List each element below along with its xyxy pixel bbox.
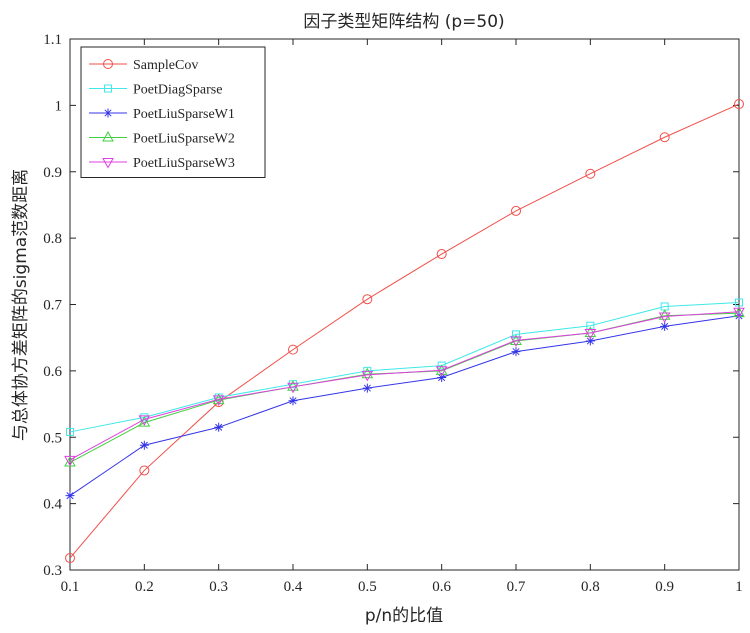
data-point xyxy=(660,321,670,331)
data-point xyxy=(585,168,596,179)
x-tick-label: 0.2 xyxy=(135,579,154,595)
x-tick-label: 0.4 xyxy=(284,579,303,595)
data-point xyxy=(212,395,225,406)
data-point xyxy=(65,553,75,564)
legend-label: SampleCov xyxy=(133,58,198,73)
chart-title: 因子类型矩阵结构 (p=50) xyxy=(303,12,504,32)
x-tick-label: 0.8 xyxy=(581,579,600,595)
x-tick-label: 0.3 xyxy=(209,579,228,595)
legend-swatch-marker xyxy=(102,158,114,169)
legend: SampleCov PoetDiagSparse PoetLiuSparseW1 Po… xyxy=(80,46,266,178)
x-tick-label: 0.9 xyxy=(655,579,674,595)
y-tick-label: 1.1 xyxy=(43,32,62,48)
data-point xyxy=(584,329,597,340)
legend-box xyxy=(80,46,266,178)
data-point xyxy=(287,380,299,391)
data-point xyxy=(138,415,151,426)
legend-swatch-marker xyxy=(104,84,112,93)
data-point xyxy=(362,383,372,393)
data-point xyxy=(288,344,298,355)
data-point xyxy=(511,347,521,357)
y-tick-label: 0.7 xyxy=(43,298,62,314)
data-point xyxy=(659,132,670,143)
data-point xyxy=(436,249,447,260)
y-tick-label: 1 xyxy=(55,98,63,114)
legend-swatch-marker xyxy=(103,59,113,69)
data-point xyxy=(138,416,151,427)
y-tick-label: 0.3 xyxy=(43,563,62,579)
data-point xyxy=(658,312,671,323)
x-tick-label: 0.1 xyxy=(61,579,80,595)
legend-item: PoetLiuSparseW2 xyxy=(89,130,235,147)
y-tick-label: 0.5 xyxy=(43,430,62,446)
data-point xyxy=(65,491,75,501)
y-tick-label: 0.4 xyxy=(43,497,62,513)
legend-item: PoetDiagSparse xyxy=(89,83,222,98)
legend-label: PoetLiuSparseW1 xyxy=(133,107,235,122)
data-point xyxy=(361,367,374,379)
data-point xyxy=(734,311,744,321)
legend-swatch-marker xyxy=(103,108,113,118)
x-axis: 0.1 0.2 0.3 0.4 0.5 0.6 0.7 0.8 0.9 1 xyxy=(61,39,743,595)
data-point xyxy=(66,427,74,436)
data-point xyxy=(139,465,150,476)
legend-item: PoetLiuSparseW3 xyxy=(89,156,235,171)
data-point xyxy=(287,382,299,394)
data-point xyxy=(511,205,521,216)
legend-swatch-marker xyxy=(102,130,114,142)
data-point xyxy=(437,373,447,383)
data-point xyxy=(437,361,446,370)
data-point xyxy=(435,366,448,377)
data-point xyxy=(362,294,373,305)
legend-label: PoetLiuSparseW3 xyxy=(133,156,235,171)
series-PoetDiagSparse xyxy=(66,298,743,436)
y-axis: 0.3 0.4 0.5 0.6 0.7 0.8 0.9 1 1.1 xyxy=(43,32,739,579)
series-line xyxy=(69,315,740,497)
data-point xyxy=(658,309,671,320)
x-tick-label: 0.6 xyxy=(432,579,451,595)
data-point xyxy=(288,396,298,406)
series-PoetLiuSparseW3 xyxy=(64,307,745,467)
legend-label: PoetDiagSparse xyxy=(133,83,222,98)
data-point xyxy=(585,336,595,346)
series-line xyxy=(69,311,740,461)
data-point xyxy=(140,413,149,422)
data-point xyxy=(64,455,76,467)
y-tick-label: 0.9 xyxy=(43,165,62,181)
data-point xyxy=(361,370,374,382)
data-point xyxy=(735,298,743,307)
series-line xyxy=(69,302,740,433)
y-tick-label: 0.6 xyxy=(43,364,62,380)
legend-item: PoetLiuSparseW1 xyxy=(89,107,235,122)
y-tick-label: 0.8 xyxy=(43,231,62,247)
series-PoetLiuSparseW1 xyxy=(65,311,744,501)
y-axis-title: 与总体协方差矩阵的sigma范数距离 xyxy=(11,169,31,441)
data-point xyxy=(512,330,520,339)
legend-label: PoetLiuSparseW2 xyxy=(133,132,235,147)
legend-item: SampleCov xyxy=(89,58,198,73)
x-tick-label: 0.7 xyxy=(507,579,526,595)
data-point xyxy=(214,422,224,432)
x-tick-label: 0.5 xyxy=(358,579,377,595)
data-point xyxy=(734,99,744,110)
x-axis-title: p/n的比值 xyxy=(365,606,443,626)
data-point xyxy=(733,307,745,319)
series-layer xyxy=(64,99,745,564)
data-point xyxy=(510,336,522,347)
data-point xyxy=(139,440,149,450)
x-tick-label: 1 xyxy=(735,579,743,595)
